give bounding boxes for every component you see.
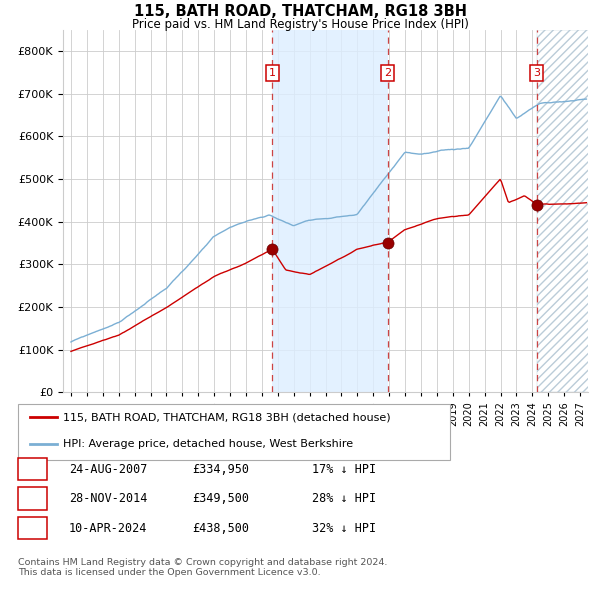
Text: 3: 3 <box>29 522 36 535</box>
Text: 3: 3 <box>533 68 540 78</box>
Text: 2: 2 <box>29 492 36 505</box>
Bar <box>272 30 388 392</box>
Text: 28-NOV-2014: 28-NOV-2014 <box>69 492 148 505</box>
Text: 24-AUG-2007: 24-AUG-2007 <box>69 463 148 476</box>
Text: 115, BATH ROAD, THATCHAM, RG18 3BH (detached house): 115, BATH ROAD, THATCHAM, RG18 3BH (deta… <box>63 412 391 422</box>
Text: Contains HM Land Registry data © Crown copyright and database right 2024.
This d: Contains HM Land Registry data © Crown c… <box>18 558 388 577</box>
Text: 10-APR-2024: 10-APR-2024 <box>69 522 148 535</box>
Text: 28% ↓ HPI: 28% ↓ HPI <box>312 492 376 505</box>
Text: 1: 1 <box>269 68 276 78</box>
Text: £334,950: £334,950 <box>192 463 249 476</box>
Text: 32% ↓ HPI: 32% ↓ HPI <box>312 522 376 535</box>
Bar <box>537 30 600 392</box>
Text: 1: 1 <box>29 463 36 476</box>
Text: 17% ↓ HPI: 17% ↓ HPI <box>312 463 376 476</box>
Text: 115, BATH ROAD, THATCHAM, RG18 3BH: 115, BATH ROAD, THATCHAM, RG18 3BH <box>133 4 467 19</box>
Bar <box>537 30 600 392</box>
Text: £349,500: £349,500 <box>192 492 249 505</box>
Text: HPI: Average price, detached house, West Berkshire: HPI: Average price, detached house, West… <box>63 439 353 448</box>
Text: £438,500: £438,500 <box>192 522 249 535</box>
Text: Price paid vs. HM Land Registry's House Price Index (HPI): Price paid vs. HM Land Registry's House … <box>131 18 469 31</box>
Text: 2: 2 <box>384 68 391 78</box>
